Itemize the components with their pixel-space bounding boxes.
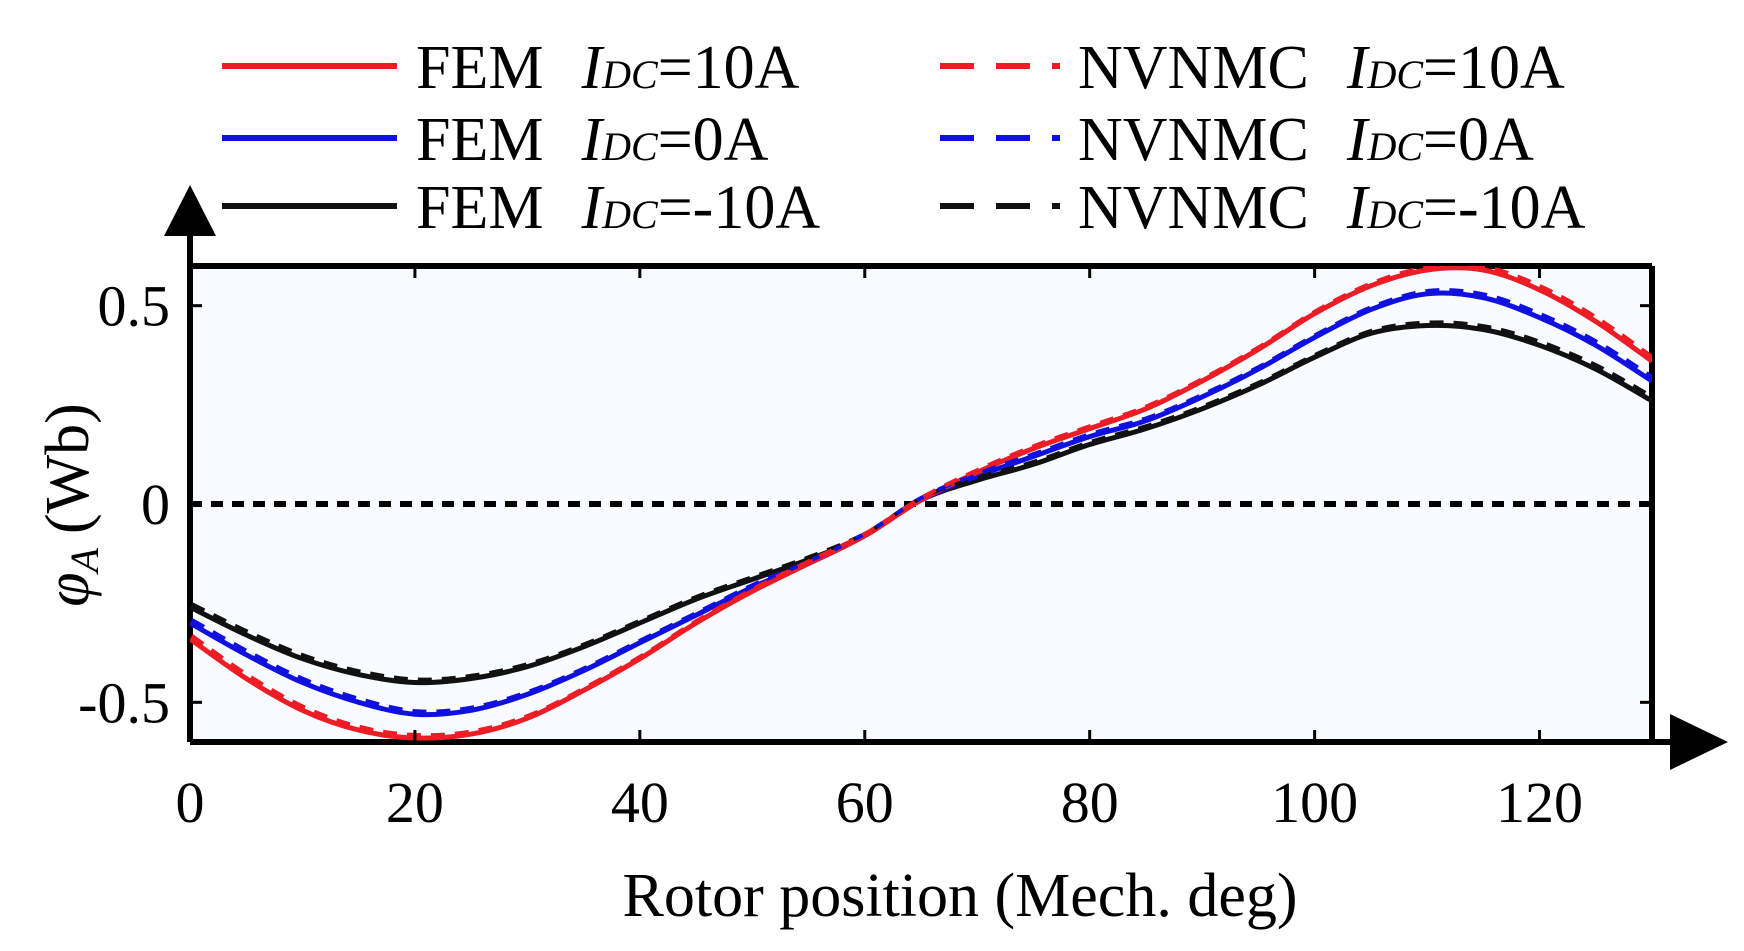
series-line-nvnmc-4 — [191, 288, 1652, 714]
legend-variable: I — [580, 34, 605, 102]
x-axis-arrow-icon — [1670, 714, 1728, 770]
legend-variable: I — [580, 174, 605, 242]
legend-label: NVNMC IDC=0A — [1078, 106, 1534, 174]
legend-label: FEM IDC=0A — [416, 106, 769, 174]
legend-subscript: DC — [601, 124, 659, 169]
legend-label: NVNMC IDC=10A — [1078, 34, 1565, 102]
y-axis-subscript: A — [62, 547, 107, 575]
legend-entry: NVNMC IDC=-10A — [940, 174, 1586, 242]
x-tick-label: 40 — [611, 770, 669, 835]
legend-label: NVNMC IDC=-10A — [1078, 174, 1586, 242]
legend-variable: I — [1346, 174, 1371, 242]
y-tick-label: -0.5 — [78, 670, 170, 735]
y-tick-label: 0.5 — [98, 274, 171, 339]
legend-entry: FEM IDC=-10A — [222, 174, 820, 242]
legend-variable: I — [580, 106, 605, 174]
series-line-nvnmc-3 — [190, 266, 1652, 738]
legend-method: FEM — [416, 106, 543, 174]
legend-subscript: DC — [601, 52, 659, 97]
legend-subscript: DC — [601, 192, 659, 237]
legend-subscript: DC — [1366, 192, 1424, 237]
legend-label: FEM IDC=-10A — [416, 174, 820, 242]
legend-method: NVNMC — [1078, 34, 1309, 102]
y-axis-unit: (Wb) — [34, 403, 102, 534]
legend-entry: NVNMC IDC=0A — [940, 106, 1534, 174]
x-tick-label: 120 — [1496, 770, 1583, 835]
legend-condition: =10A — [1423, 34, 1565, 102]
legend-condition: =10A — [658, 34, 800, 102]
legend-condition: =-10A — [658, 174, 821, 242]
y-axis-symbol: φ — [34, 572, 102, 606]
y-axis-arrow-icon — [164, 185, 216, 236]
legend-method: FEM — [416, 34, 543, 102]
legend-condition: =0A — [1423, 106, 1534, 174]
legend-condition: =-10A — [1423, 174, 1586, 242]
legend-method: NVNMC — [1078, 174, 1309, 242]
x-tick-label: 20 — [386, 770, 444, 835]
legend-entry: NVNMC IDC=10A — [940, 34, 1565, 102]
legend-variable: I — [1346, 106, 1371, 174]
x-tick-label: 60 — [836, 770, 894, 835]
legend-variable: I — [1346, 34, 1371, 102]
legend-subscript: DC — [1366, 124, 1424, 169]
x-tick-label: 80 — [1061, 770, 1119, 835]
x-axis-label: Rotor position (Mech. deg) — [622, 862, 1297, 930]
legend-entry: FEM IDC=10A — [222, 34, 800, 102]
legend-condition: =0A — [658, 106, 769, 174]
x-tick-label: 0 — [176, 770, 205, 835]
y-axis-label: φA (Wb) — [34, 403, 107, 607]
legend-subscript: DC — [1366, 52, 1424, 97]
legend-entry: FEM IDC=0A — [222, 106, 769, 174]
legend-method: FEM — [416, 174, 543, 242]
legend-method: NVNMC — [1078, 106, 1309, 174]
legend-label: FEM IDC=10A — [416, 34, 800, 102]
x-tick-label: 100 — [1271, 770, 1358, 835]
y-tick-label: 0 — [141, 472, 170, 537]
